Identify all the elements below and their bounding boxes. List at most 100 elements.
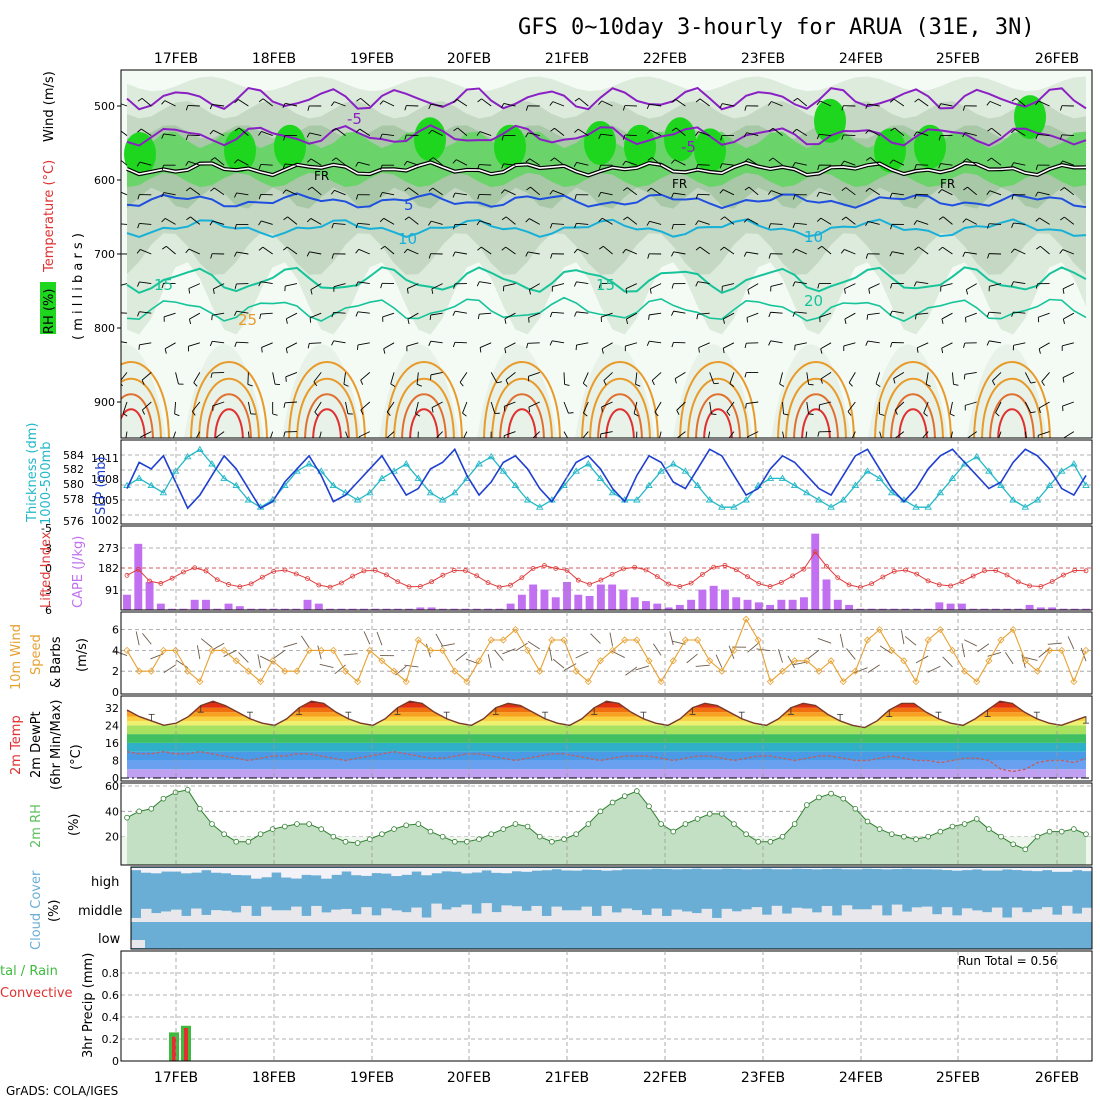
- cloud-gap-middle: [391, 910, 402, 922]
- wind-barb: [674, 159, 686, 166]
- wind-barb: [728, 645, 735, 660]
- lifted-index-marker: [835, 575, 841, 581]
- label-fr-2: FR: [672, 177, 687, 191]
- wind-barb: [965, 312, 977, 318]
- cape-bar: [608, 584, 617, 610]
- wind-barb-flag: [744, 343, 747, 349]
- wind-barb: [875, 372, 881, 384]
- wind-barb-flag: [1059, 134, 1063, 140]
- wind-barb: [1062, 401, 1075, 407]
- cloud-gap-middle: [971, 910, 983, 922]
- thickness-marker: [705, 496, 714, 503]
- cloud-gap-middle: [631, 910, 643, 922]
- temp-band: [127, 769, 1086, 778]
- rh-legend-swatch: [40, 282, 56, 334]
- wind-barb: [459, 372, 468, 383]
- wind-barb: [845, 216, 856, 225]
- wind-speed-marker: [1082, 646, 1090, 654]
- wind-barb: [698, 131, 710, 137]
- rh-high-blob: [224, 128, 256, 173]
- wind-barb: [792, 661, 807, 666]
- cloud-level-high: high: [91, 875, 119, 890]
- lifted-index-marker: [406, 584, 412, 590]
- wind-barb: [965, 218, 977, 225]
- wind-speed-marker: [414, 636, 422, 644]
- cape-bar: [484, 608, 492, 610]
- wind-barb: [843, 342, 856, 347]
- wind-barb-flag: [916, 347, 919, 353]
- wind-barb: [481, 246, 492, 255]
- wind-speed-marker: [706, 657, 714, 665]
- wind-barb: [722, 189, 735, 196]
- wind-barb-flag: [914, 164, 917, 170]
- wind-barb-flag: [865, 187, 870, 192]
- cloud-gap-middle: [731, 911, 743, 922]
- cloud-gap-middle: [941, 907, 953, 922]
- wind-barb: [1061, 134, 1074, 137]
- wind-barb: [869, 187, 880, 196]
- cloud-gap-middle: [221, 910, 232, 922]
- wind-barb: [196, 645, 201, 660]
- tick-label: 20: [105, 831, 119, 844]
- wind-barb-flag: [549, 223, 553, 229]
- wind-barb: [709, 401, 712, 414]
- wind-barb: [989, 311, 1002, 314]
- thickness-marker: [863, 467, 872, 474]
- lifted-index-marker: [857, 584, 863, 590]
- wind-barb: [577, 248, 589, 255]
- rh-marker: [597, 808, 604, 815]
- wind-speed-marker: [876, 626, 884, 634]
- lifted-index-marker: [846, 582, 852, 588]
- lifted-index-marker: [1027, 583, 1032, 589]
- cape-bar: [991, 608, 1000, 610]
- wind-barb: [527, 641, 540, 650]
- wind-barb: [552, 189, 565, 196]
- wind-speed-marker: [184, 667, 192, 675]
- wind-barb: [430, 103, 443, 107]
- wind-barb: [358, 248, 370, 255]
- wind-barb: [576, 222, 589, 225]
- wind-barb-flag: [962, 158, 968, 163]
- wind-barb: [1047, 642, 1062, 645]
- ylabel-barbs: & Barbs: [49, 636, 64, 688]
- cape-bar: [314, 603, 323, 610]
- wind-barb-flag: [792, 311, 796, 317]
- cloud-gap-high: [811, 868, 823, 870]
- wind-barb: [721, 163, 735, 166]
- wind-barb: [357, 281, 370, 285]
- thickness-marker: [851, 481, 860, 489]
- cloud-gap-high: [161, 868, 172, 872]
- rh-marker: [549, 838, 555, 845]
- warm-contour: [589, 377, 651, 438]
- cloud-gap-high: [581, 868, 592, 870]
- rh-high-blob: [914, 124, 946, 169]
- wind-barb-flag: [938, 135, 941, 141]
- cloud-gap-high: [301, 868, 312, 875]
- ylabel-speed: Speed: [29, 634, 44, 675]
- cloud-gap-high: [601, 868, 612, 871]
- wind-barb-flag: [938, 246, 943, 251]
- label-10-b: 10: [804, 228, 823, 246]
- wind-barb: [286, 342, 298, 349]
- wind-barb: [487, 654, 492, 669]
- date-label: 20FEB: [447, 1070, 491, 1086]
- wind-barb: [314, 401, 322, 413]
- wind-barb-flag: [889, 251, 893, 257]
- wind-barb: [286, 246, 298, 255]
- wind-barb-flag: [459, 382, 464, 387]
- cape-bar: [867, 608, 876, 610]
- wind-speed-marker: [317, 646, 325, 654]
- wind-barb: [454, 192, 467, 196]
- cloud-gap-high: [1071, 868, 1083, 871]
- wind-barb-flag: [792, 281, 796, 287]
- wind-barb-flag: [893, 378, 896, 384]
- cape-bar: [653, 603, 662, 610]
- cloud-gap-middle: [781, 913, 793, 922]
- wind-barb-flag: [1035, 134, 1039, 140]
- wind-barb: [504, 312, 516, 320]
- cloud-gap-high: [771, 868, 783, 870]
- cloud-gap-middle: [151, 913, 162, 922]
- lifted-index-marker: [384, 572, 389, 578]
- wind-barb-flag: [258, 98, 264, 103]
- warm-contour: [214, 408, 244, 438]
